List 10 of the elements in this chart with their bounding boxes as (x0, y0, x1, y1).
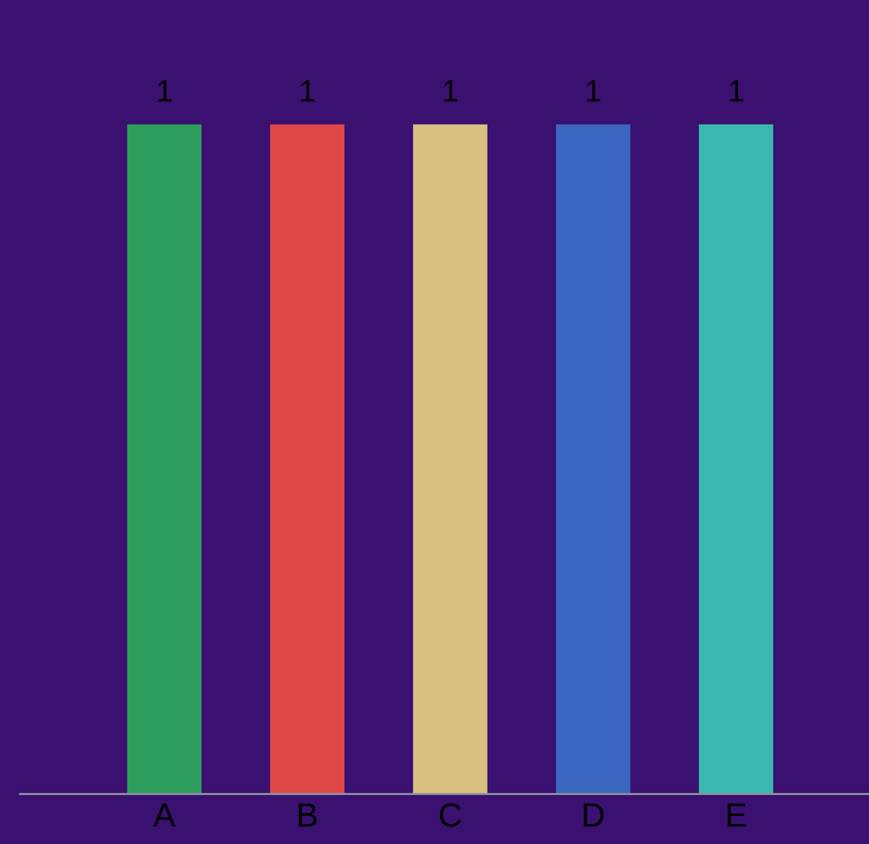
data-label: 1 (586, 80, 600, 102)
data-label: 1 (158, 80, 172, 102)
data-label: 1 (301, 80, 314, 102)
data-label: 1 (444, 80, 458, 102)
x-tick-label: A (153, 804, 176, 826)
x-tick-label: D (584, 804, 604, 826)
x-tick-label: C (440, 803, 461, 827)
data-label: 1 (730, 80, 744, 102)
x-tick-label: E (728, 804, 746, 826)
x-tick-label: B (298, 804, 317, 826)
